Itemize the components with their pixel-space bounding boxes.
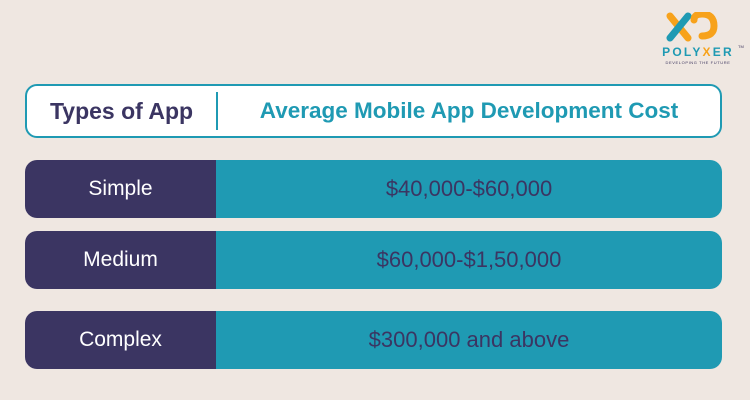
table-row-complex: Complex $300,000 and above bbox=[25, 311, 722, 369]
header-average-cost: Average Mobile App Development Cost bbox=[259, 98, 679, 123]
logo-wordmark-prefix: POLY bbox=[662, 45, 703, 59]
polyxer-logo: POLYXER TM DEVELOPING THE FUTURE bbox=[652, 12, 744, 68]
table-row-medium: Medium $60,000-$1,50,000 bbox=[25, 231, 722, 289]
logo-wordmark-suffix: ER bbox=[712, 45, 734, 59]
app-type-cell: Simple bbox=[25, 160, 216, 218]
logo-trademark: TM bbox=[738, 44, 744, 49]
table-row-simple: Simple $40,000-$60,000 bbox=[25, 160, 722, 218]
logo-tagline: DEVELOPING THE FUTURE bbox=[665, 60, 731, 65]
app-cost-cell: $40,000-$60,000 bbox=[216, 160, 722, 218]
app-type-cell: Complex bbox=[25, 311, 216, 369]
table-header: Types of App Average Mobile App Developm… bbox=[25, 84, 722, 138]
polyxer-logo-mark-icon bbox=[666, 12, 718, 42]
header-types-of-app: Types of App bbox=[49, 97, 194, 124]
app-cost-cell: $300,000 and above bbox=[216, 311, 722, 369]
logo-wordmark-x: X bbox=[702, 45, 713, 59]
logo-wordmark: POLYXER bbox=[652, 46, 744, 58]
header-divider bbox=[216, 92, 218, 130]
app-type-cell: Medium bbox=[25, 231, 216, 289]
app-cost-cell: $60,000-$1,50,000 bbox=[216, 231, 722, 289]
